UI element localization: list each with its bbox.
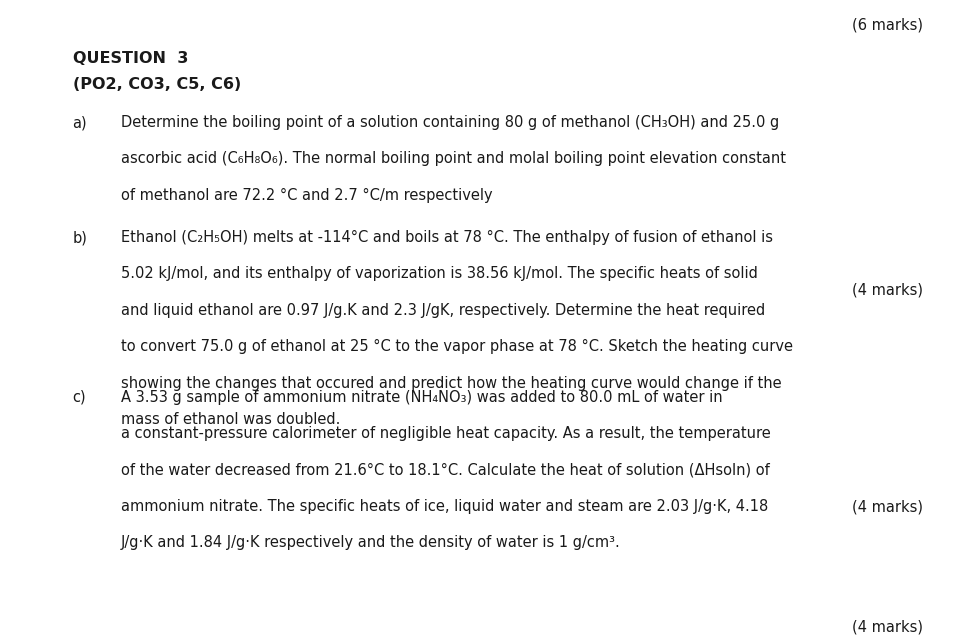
Text: c): c) bbox=[73, 390, 86, 404]
Text: (4 marks): (4 marks) bbox=[853, 500, 923, 514]
Text: of the water decreased from 21.6°C to 18.1°C. Calculate the heat of solution (ΔH: of the water decreased from 21.6°C to 18… bbox=[121, 463, 770, 477]
Text: of methanol are 72.2 °C and 2.7 °C/m respectively: of methanol are 72.2 °C and 2.7 °C/m res… bbox=[121, 188, 492, 203]
Text: a constant-pressure calorimeter of negligible heat capacity. As a result, the te: a constant-pressure calorimeter of negli… bbox=[121, 426, 771, 441]
Text: to convert 75.0 g of ethanol at 25 °C to the vapor phase at 78 °C. Sketch the he: to convert 75.0 g of ethanol at 25 °C to… bbox=[121, 339, 793, 354]
Text: (6 marks): (6 marks) bbox=[853, 18, 923, 33]
Text: a): a) bbox=[73, 115, 87, 130]
Text: (PO2, CO3, C5, C6): (PO2, CO3, C5, C6) bbox=[73, 77, 241, 91]
Text: (4 marks): (4 marks) bbox=[853, 619, 923, 635]
Text: ammonium nitrate. The specific heats of ice, liquid water and steam are 2.03 J/g: ammonium nitrate. The specific heats of … bbox=[121, 499, 768, 514]
Text: A 3.53 g sample of ammonium nitrate (NH₄NO₃) was added to 80.0 mL of water in: A 3.53 g sample of ammonium nitrate (NH₄… bbox=[121, 390, 722, 404]
Text: showing the changes that occured and predict how the heating curve would change : showing the changes that occured and pre… bbox=[121, 376, 781, 390]
Text: mass of ethanol was doubled.: mass of ethanol was doubled. bbox=[121, 412, 340, 427]
Text: and liquid ethanol are 0.97 J/g.K and 2.3 J/gK, respectively. Determine the heat: and liquid ethanol are 0.97 J/g.K and 2.… bbox=[121, 303, 765, 318]
Text: ascorbic acid (C₆H₈O₆). The normal boiling point and molal boiling point elevati: ascorbic acid (C₆H₈O₆). The normal boili… bbox=[121, 151, 786, 166]
Text: QUESTION  3: QUESTION 3 bbox=[73, 51, 188, 66]
Text: J/g·K and 1.84 J/g·K respectively and the density of water is 1 g/cm³.: J/g·K and 1.84 J/g·K respectively and th… bbox=[121, 535, 621, 550]
Text: 5.02 kJ/mol, and its enthalpy of vaporization is 38.56 kJ/mol. The specific heat: 5.02 kJ/mol, and its enthalpy of vaporiz… bbox=[121, 266, 758, 281]
Text: b): b) bbox=[73, 230, 87, 245]
Text: Ethanol (C₂H₅OH) melts at -114°C and boils at 78 °C. The enthalpy of fusion of e: Ethanol (C₂H₅OH) melts at -114°C and boi… bbox=[121, 230, 773, 245]
Text: Determine the boiling point of a solution containing 80 g of methanol (CH₃OH) an: Determine the boiling point of a solutio… bbox=[121, 115, 779, 130]
Text: (4 marks): (4 marks) bbox=[853, 282, 923, 298]
